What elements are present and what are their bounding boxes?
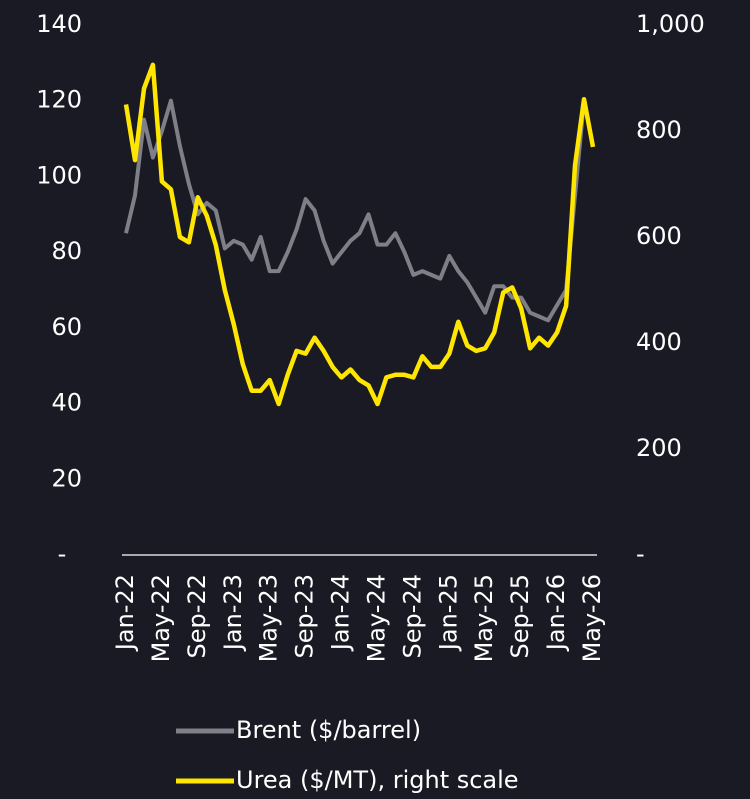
y-tick-label: 80 bbox=[51, 237, 82, 265]
x-tick-label: Sep-23 bbox=[291, 574, 319, 658]
x-tick-label: Jan-22 bbox=[111, 574, 139, 652]
x-tick-label: May-23 bbox=[255, 574, 283, 662]
x-tick-label: May-26 bbox=[578, 574, 606, 662]
x-tick-label: Jan-26 bbox=[542, 574, 570, 652]
x-tick-label: Jan-25 bbox=[434, 574, 462, 652]
series-line bbox=[123, 62, 596, 407]
y-tick-label: 140 bbox=[36, 10, 82, 38]
x-tick-label: Jan-24 bbox=[327, 574, 355, 652]
legend-label: Brent ($/barrel) bbox=[236, 716, 421, 744]
x-tick-label: May-22 bbox=[147, 574, 175, 662]
x-tick-label: Sep-22 bbox=[183, 574, 211, 658]
y2-tick-label: 400 bbox=[636, 328, 682, 356]
y-tick-label: - bbox=[58, 540, 67, 568]
legend-label: Urea ($/MT), right scale bbox=[236, 766, 519, 794]
y2-tick-label: 1,000 bbox=[636, 10, 705, 38]
y2-tick-label: 200 bbox=[636, 434, 682, 462]
y2-tick-label: 600 bbox=[636, 222, 682, 250]
y-tick-label: 20 bbox=[51, 464, 82, 492]
y-tick-label: 40 bbox=[51, 389, 82, 417]
x-tick-label: May-24 bbox=[362, 574, 390, 662]
x-tick-label: May-25 bbox=[470, 574, 498, 662]
y2-tick-label: 800 bbox=[636, 116, 682, 144]
y-tick-label: 120 bbox=[36, 86, 82, 114]
y-tick-label: 60 bbox=[51, 313, 82, 341]
x-tick-label: Jan-23 bbox=[219, 574, 247, 652]
y-tick-label: 100 bbox=[36, 161, 82, 189]
x-tick-label: Sep-25 bbox=[506, 574, 534, 658]
x-tick-label: Sep-24 bbox=[398, 574, 426, 658]
y2-tick-label: - bbox=[636, 540, 645, 568]
